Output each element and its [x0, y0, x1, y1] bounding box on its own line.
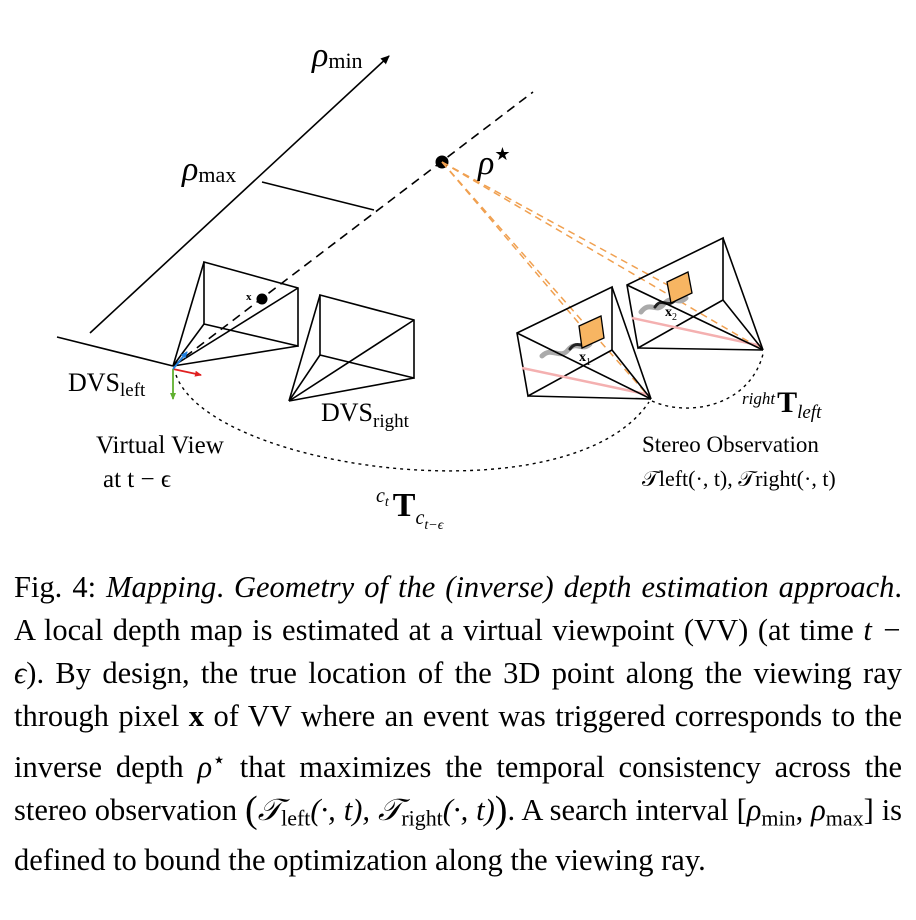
- caption-math-time: t − ϵ: [14, 613, 902, 690]
- caption-interval: [ρmin, ρmax]: [736, 792, 874, 831]
- stereo-observation-label-line1: Stereo Observation: [642, 432, 819, 457]
- depth-range-frame: [56, 55, 390, 367]
- caption-rho-star-sup: ⋆: [212, 747, 226, 772]
- caption-sentence-5: is defined to bound the optimization alo…: [14, 792, 903, 878]
- rho-min-label: ρmin: [311, 37, 363, 74]
- dvs-right-camera: [288, 293, 415, 402]
- stereo-right-camera: [626, 236, 764, 351]
- camera-axes: [170, 351, 202, 400]
- caption-sentence-3: that maximizes the temporal consistency …: [14, 749, 902, 827]
- caption-sentence-2: of VV where an event was triggered corre…: [14, 699, 903, 784]
- pixel-x-label: x: [246, 291, 252, 303]
- transform-path-left-to-right: [651, 353, 764, 409]
- x1-label: x1: [579, 350, 591, 368]
- transform-virtual-to-stereo-label: ct Tct−ϵ: [376, 485, 445, 533]
- x2-label: x2: [665, 305, 677, 323]
- stereo-observation-label-line2: 𝒯left(·, t), 𝒯right(·, t): [642, 466, 836, 491]
- virtual-view-label-line2: at t − ϵ: [103, 466, 171, 493]
- projection-rays: [441, 161, 764, 400]
- virtual-view-label-line1: Virtual View: [96, 432, 224, 459]
- rho-max-label: ρmax: [181, 151, 236, 188]
- caption-sentence-1-end: ). By design, the true location of the 3…: [14, 656, 902, 733]
- caption-title-b: Geometry of the (inverse) depth estimati…: [233, 570, 895, 604]
- dvs-left-label: DVSleft: [68, 368, 146, 401]
- transform-path-virtual-to-stereo: [175, 374, 650, 472]
- dvs-right-label: DVSright: [321, 398, 410, 432]
- figure-number: Fig. 4:: [14, 570, 97, 604]
- caption-rho-star: ρ: [197, 749, 213, 784]
- pixel-x-point: [256, 293, 268, 305]
- depth-estimation-diagram: ρmin ρmax ρ★ x DVSleft DVSright Virtual …: [56, 37, 836, 533]
- transform-left-to-right-label: rightTleft: [742, 386, 822, 423]
- caption-sentence-1: A local depth map is estimated at a virt…: [14, 613, 854, 647]
- dvs-left-camera: [172, 260, 299, 367]
- caption-pixel-x: x: [188, 699, 205, 733]
- caption-sentence-4: . A search interval: [507, 792, 729, 827]
- caption-t-left: 𝒯: [257, 792, 282, 827]
- caption-title-a: Mapping: [106, 570, 217, 604]
- figure-caption: Fig. 4: Mapping. Geometry of the (invers…: [14, 570, 903, 878]
- caption-t-right: 𝒯: [377, 792, 402, 827]
- rho-star-label: ρ★: [477, 144, 510, 182]
- stereo-left-camera: [516, 285, 652, 400]
- viewing-ray: [172, 91, 534, 367]
